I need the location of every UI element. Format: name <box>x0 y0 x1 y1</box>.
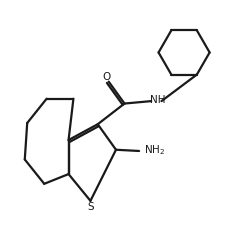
Text: S: S <box>87 202 94 212</box>
Text: O: O <box>102 72 110 82</box>
Text: NH: NH <box>150 95 165 105</box>
Text: NH$_2$: NH$_2$ <box>144 143 166 157</box>
